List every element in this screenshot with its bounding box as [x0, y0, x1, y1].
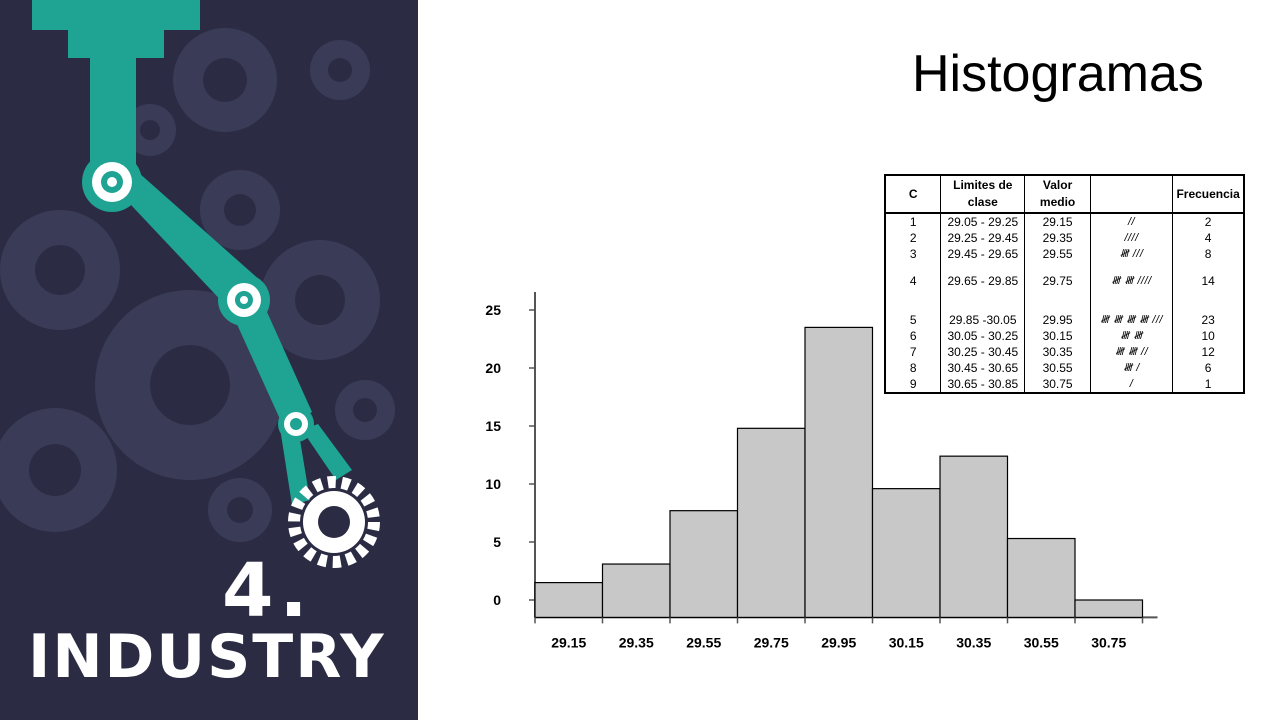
white-gear-icon: [288, 476, 380, 568]
cell-tally: /: [1089, 376, 1174, 393]
cell-tally: ////: [1089, 230, 1174, 246]
histogram-bar: [871, 488, 941, 618]
page-title: Histogramas: [912, 45, 1204, 103]
header-tally: [1089, 174, 1174, 214]
cell-limits: 30.05 - 30.25: [940, 328, 1026, 344]
table-row: 5 29.85 -30.05 29.95 𝍸 𝍸 𝍸 𝍸 ///23: [884, 300, 1245, 328]
cell-limits: 30.25 - 30.45: [940, 344, 1026, 360]
cell-frequency: 23: [1172, 300, 1245, 328]
cell-frequency: 8: [1172, 246, 1245, 262]
table-row: 1 29.05 - 29.25 29.15//2: [884, 213, 1245, 230]
cell-tally: //: [1089, 213, 1174, 230]
x-tick-label: 30.35: [956, 634, 991, 650]
header-class: C: [884, 174, 942, 214]
cell-frequency: 4: [1172, 230, 1245, 246]
cell-frequency: 6: [1172, 360, 1245, 376]
y-tick-label: 5: [493, 534, 501, 550]
brand-panel: 4. INDUSTRY: [0, 0, 418, 720]
x-tick-label: 29.35: [619, 634, 654, 650]
cell-class: 8: [884, 360, 942, 376]
cell-limits: 30.45 - 30.65: [940, 360, 1026, 376]
cell-limits: 29.85 -30.05: [940, 300, 1026, 328]
cell-midpoint: 29.35: [1024, 230, 1091, 246]
y-tick-label: 0: [493, 592, 501, 608]
frequency-table: C Limites de clase Valor medio Frecuenci…: [884, 174, 1245, 394]
brand-number: 4.: [222, 548, 314, 634]
histogram-bar: [601, 563, 671, 619]
cell-midpoint: 29.15: [1024, 213, 1091, 230]
cell-limits: 29.65 - 29.85: [940, 262, 1026, 300]
x-tick-label: 30.15: [889, 634, 924, 650]
cell-midpoint: 30.35: [1024, 344, 1091, 360]
cell-midpoint: 29.55: [1024, 246, 1091, 262]
cell-class: 7: [884, 344, 942, 360]
brand-word: INDUSTRY: [28, 622, 386, 692]
cell-class: 1: [884, 213, 942, 230]
cell-midpoint: 30.55: [1024, 360, 1091, 376]
cell-frequency: 10: [1172, 328, 1245, 344]
cell-frequency: 12: [1172, 344, 1245, 360]
cell-midpoint: 29.95: [1024, 300, 1091, 328]
table-row: 7 30.25 - 30.45 30.35 𝍸 𝍸 //12: [884, 344, 1245, 360]
histogram-bar: [1006, 537, 1076, 618]
cell-class: 4: [884, 262, 942, 300]
table-row: 4 29.65 - 29.85 29.75 𝍸 𝍸 ////14: [884, 262, 1245, 300]
cell-class: 2: [884, 230, 942, 246]
cell-limits: 29.45 - 29.65: [940, 246, 1026, 262]
x-tick-label: 29.55: [686, 634, 721, 650]
y-tick-label: 10: [485, 476, 501, 492]
histogram-bar: [939, 455, 1009, 619]
x-tick-label: 29.15: [551, 634, 586, 650]
table-row: 9 30.65 - 30.85 30.75/1: [884, 376, 1245, 393]
cell-class: 6: [884, 328, 942, 344]
histogram-bar: [534, 582, 604, 619]
cell-limits: 30.65 - 30.85: [940, 376, 1026, 393]
cell-tally: 𝍸 𝍸 ////: [1089, 262, 1174, 300]
cell-frequency: 14: [1172, 262, 1245, 300]
y-tick-label: 20: [485, 360, 501, 376]
histogram-bar: [736, 427, 806, 619]
robot-arm-illustration: [0, 0, 395, 568]
x-tick-label: 29.75: [754, 634, 789, 650]
table-row: 6 30.05 - 30.25 30.15 𝍸 𝍸 10: [884, 328, 1245, 344]
x-tick-label: 30.55: [1024, 634, 1059, 650]
cell-tally: 𝍸 ///: [1089, 246, 1174, 262]
cell-tally: 𝍸 /: [1089, 360, 1174, 376]
y-tick-label: 15: [485, 418, 501, 434]
cell-midpoint: 30.75: [1024, 376, 1091, 393]
histogram-bar: [669, 510, 739, 618]
cell-tally: 𝍸 𝍸 𝍸 𝍸 ///: [1089, 300, 1174, 328]
gear-background-icon: [0, 28, 395, 542]
x-tick-label: 30.75: [1091, 634, 1126, 650]
histogram-bar: [804, 326, 874, 619]
header-frequency: Frecuencia: [1172, 174, 1245, 214]
x-tick-label: 29.95: [821, 634, 856, 650]
cell-tally: 𝍸 𝍸: [1089, 328, 1174, 344]
header-midpoint: Valor medio: [1024, 174, 1091, 214]
table-header-row: C Limites de clase Valor medio Frecuenci…: [884, 174, 1245, 214]
cell-class: 3: [884, 246, 942, 262]
cell-class: 9: [884, 376, 942, 393]
cell-class: 5: [884, 300, 942, 328]
cell-limits: 29.25 - 29.45: [940, 230, 1026, 246]
cell-midpoint: 30.15: [1024, 328, 1091, 344]
histogram-bar: [1074, 599, 1144, 618]
table-row: 3 29.45 - 29.65 29.55 𝍸 ///8: [884, 246, 1245, 262]
cell-frequency: 2: [1172, 213, 1245, 230]
cell-midpoint: 29.75: [1024, 262, 1091, 300]
cell-limits: 29.05 - 29.25: [940, 213, 1026, 230]
cell-tally: 𝍸 𝍸 //: [1089, 344, 1174, 360]
table-row: 2 29.25 - 29.45 29.35////4: [884, 230, 1245, 246]
table-row: 8 30.45 - 30.65 30.55 𝍸 /6: [884, 360, 1245, 376]
y-tick-label: 25: [485, 302, 501, 318]
cell-frequency: 1: [1172, 376, 1245, 393]
header-limits: Limites de clase: [940, 174, 1026, 214]
